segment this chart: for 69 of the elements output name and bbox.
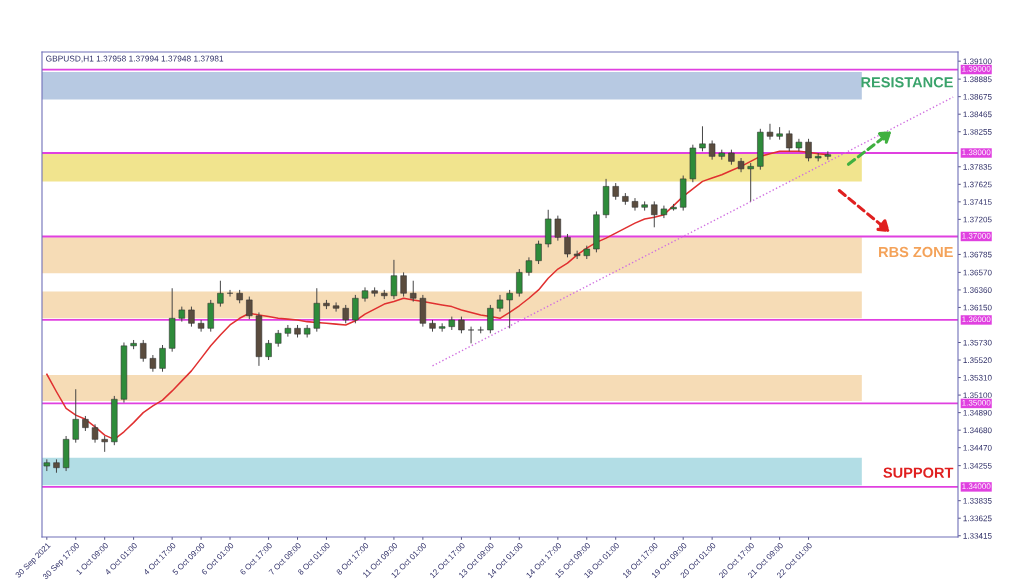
candlestick bbox=[197, 319, 205, 333]
candlestick bbox=[708, 140, 716, 161]
candlestick bbox=[438, 322, 446, 333]
candlestick bbox=[535, 240, 542, 265]
ref-line-label: 1.38000 bbox=[962, 149, 991, 156]
ref-line-label: 1.35000 bbox=[962, 399, 991, 406]
y-tick-label: 1.34470 bbox=[963, 444, 992, 451]
y-tick-label: 1.34890 bbox=[963, 409, 992, 416]
ref-line-label: 1.36000 bbox=[962, 316, 991, 323]
y-tick-label: 1.35730 bbox=[963, 339, 992, 346]
candlestick bbox=[506, 289, 513, 329]
y-tick-label: 1.36360 bbox=[963, 287, 992, 293]
candlestick bbox=[766, 123, 774, 141]
candlestick bbox=[554, 215, 562, 242]
annotation: SUPPORT bbox=[883, 467, 954, 478]
annotation: RESISTANCE bbox=[861, 77, 953, 88]
ref-line-label: 1.34000 bbox=[962, 483, 991, 490]
chart-title: GBPUSD,H1 1.37958 1.37994 1.37948 1.37981 bbox=[46, 55, 224, 63]
y-tick-label: 1.37625 bbox=[963, 181, 992, 188]
candlestick bbox=[467, 326, 475, 344]
candlestick bbox=[72, 388, 79, 444]
ref-line-label: 1.37000 bbox=[962, 232, 991, 239]
candlestick bbox=[284, 324, 292, 338]
y-tick-label: 1.33835 bbox=[963, 497, 992, 504]
candlestick bbox=[332, 301, 340, 313]
candlestick bbox=[805, 138, 812, 162]
y-tick-label: 1.37835 bbox=[963, 164, 992, 170]
y-tick-label: 1.34680 bbox=[963, 427, 992, 434]
y-tick-label: 1.37415 bbox=[963, 199, 992, 205]
candlestick bbox=[747, 162, 754, 202]
y-tick-label: 1.35100 bbox=[963, 392, 992, 399]
candlestick bbox=[342, 304, 349, 324]
y-tick-label: 1.33625 bbox=[963, 515, 992, 522]
candlestick bbox=[265, 339, 272, 361]
candlestick bbox=[631, 197, 639, 212]
candlestick bbox=[410, 280, 417, 303]
candlestick bbox=[91, 423, 99, 444]
candlestick bbox=[140, 339, 147, 363]
y-tick-label: 1.38885 bbox=[963, 76, 992, 83]
y-tick-label: 1.36785 bbox=[963, 251, 992, 258]
candlestick bbox=[699, 125, 706, 152]
candlestick bbox=[487, 304, 494, 334]
y-tick-label: 1.34255 bbox=[963, 462, 992, 469]
y-tick-label: 1.38255 bbox=[963, 129, 992, 135]
ref-line-label: 1.39000 bbox=[962, 65, 991, 72]
y-tick-label: 1.38465 bbox=[963, 111, 992, 118]
candlestick bbox=[786, 129, 793, 152]
candlestick bbox=[159, 344, 166, 373]
candlestick bbox=[651, 200, 658, 228]
candlestick bbox=[217, 280, 224, 308]
candlestick bbox=[525, 256, 533, 277]
candlestick bbox=[564, 233, 571, 258]
y-tick-label: 1.39100 bbox=[963, 58, 992, 65]
y-tick-label: 1.36150 bbox=[963, 304, 992, 311]
candlestick bbox=[188, 306, 195, 328]
y-tick-label: 1.38675 bbox=[963, 93, 992, 100]
y-tick-label: 1.37205 bbox=[963, 216, 992, 223]
y-tick-label: 1.35520 bbox=[963, 357, 992, 364]
candlestick bbox=[516, 268, 523, 298]
candlestick bbox=[226, 289, 234, 298]
y-tick-label: 1.36570 bbox=[963, 269, 992, 276]
candlestick bbox=[390, 259, 398, 300]
y-tick-label: 1.35310 bbox=[963, 374, 992, 381]
y-tick-label: 1.33415 bbox=[963, 533, 992, 539]
candlestick bbox=[573, 250, 581, 260]
candlestick bbox=[400, 271, 407, 298]
candlestick bbox=[352, 294, 359, 324]
annotation: RBS ZONE bbox=[879, 246, 953, 258]
candlestick bbox=[246, 296, 253, 320]
